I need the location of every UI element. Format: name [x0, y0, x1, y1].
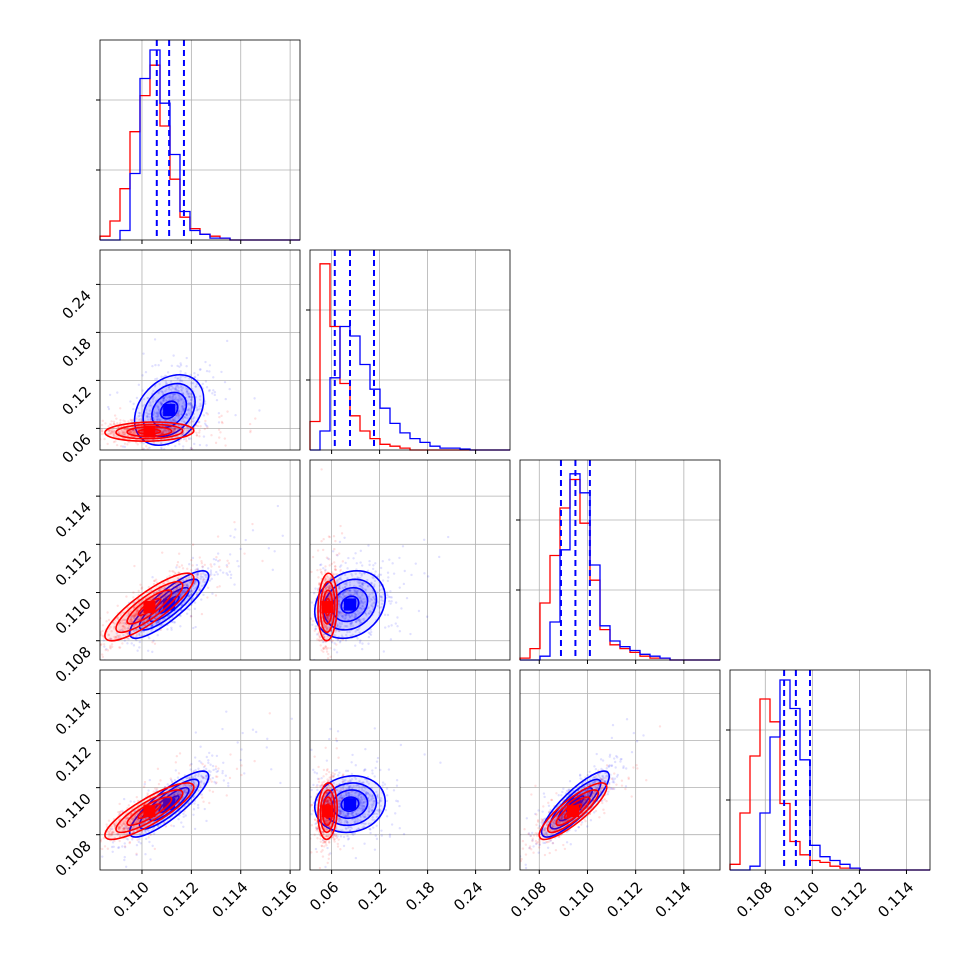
x-tick-label: 0.18 — [402, 878, 438, 914]
density-peak — [344, 598, 356, 611]
panel-background — [310, 670, 510, 870]
panel-background — [730, 670, 930, 870]
panel-frame — [519, 459, 721, 661]
histogram-panel-p0 — [96, 39, 301, 241]
y-tick-label: 0.108 — [52, 837, 95, 880]
density-peak — [163, 404, 176, 416]
scatter-panel-p1_p2 — [309, 459, 511, 661]
panel-frame — [309, 669, 511, 871]
y-tick-label: 0.112 — [52, 546, 95, 589]
histogram-panel-p1 — [306, 249, 511, 451]
panel-frame — [99, 459, 301, 661]
histogram-panel-p3 — [726, 669, 931, 871]
density-peak — [143, 425, 156, 438]
density-peak — [143, 600, 156, 613]
scatter-panel-p0_p2: 0.108 0.110 0.112 0.114 — [52, 459, 301, 686]
panel-frame — [99, 39, 301, 241]
y-tick-label: 0.114 — [52, 696, 95, 739]
density-peak — [143, 805, 156, 818]
panel-frame — [519, 669, 721, 871]
x-tick-label: 0.112 — [159, 878, 202, 921]
panel-frame — [309, 249, 511, 451]
x-tick-label: 0.06 — [306, 878, 342, 914]
density-peak — [344, 798, 356, 811]
density-peak — [321, 600, 334, 613]
y-tick-label: 0.112 — [52, 743, 95, 786]
x-tick-label: 0.112 — [603, 878, 646, 921]
panel-frame — [99, 249, 301, 451]
histogram-step — [520, 473, 720, 661]
x-tick-label: 0.114 — [208, 878, 251, 921]
panel-frame — [729, 669, 931, 871]
x-tick-label: 0.110 — [110, 878, 153, 921]
x-tick-label: 0.108 — [733, 878, 776, 921]
y-tick-label: 0.24 — [58, 287, 94, 323]
y-tick-label: 0.06 — [58, 431, 94, 467]
scatter-panel-p0_p1: 0.06 0.12 0.18 0.24 — [58, 249, 301, 467]
x-tick-label: 0.24 — [450, 878, 486, 914]
x-tick-label: 0.116 — [258, 878, 301, 921]
panel-background — [100, 460, 300, 660]
y-tick-label: 0.114 — [52, 498, 95, 541]
y-tick-label: 0.18 — [58, 335, 94, 371]
x-tick-label: 0.114 — [874, 878, 917, 921]
density-peak — [567, 805, 580, 818]
scatter-panel-p2_p3: 0.108 0.110 0.112 0.114 — [507, 669, 721, 921]
x-tick-label: 0.110 — [780, 878, 823, 921]
x-tick-label: 0.114 — [652, 878, 695, 921]
panel-background — [100, 40, 300, 240]
panel-frame — [309, 459, 511, 661]
panel-frame — [99, 669, 301, 871]
panel-background — [100, 670, 300, 870]
histogram-panel-p2 — [516, 459, 721, 661]
y-tick-label: 0.110 — [52, 595, 95, 638]
histogram-step — [310, 325, 510, 451]
y-tick-label: 0.12 — [58, 383, 94, 419]
x-tick-label: 0.108 — [507, 878, 550, 921]
x-tick-label: 0.112 — [827, 878, 870, 921]
density-peak — [321, 805, 334, 818]
y-tick-label: 0.110 — [52, 790, 95, 833]
panel-background — [310, 250, 510, 450]
scatter-panel-p1_p3: 0.06 0.12 0.18 0.24 — [306, 669, 511, 914]
panel-background — [310, 460, 510, 660]
x-tick-label: 0.12 — [354, 878, 390, 914]
x-tick-label: 0.110 — [555, 878, 598, 921]
y-tick-label: 0.108 — [52, 643, 95, 686]
panel-background — [520, 460, 720, 660]
